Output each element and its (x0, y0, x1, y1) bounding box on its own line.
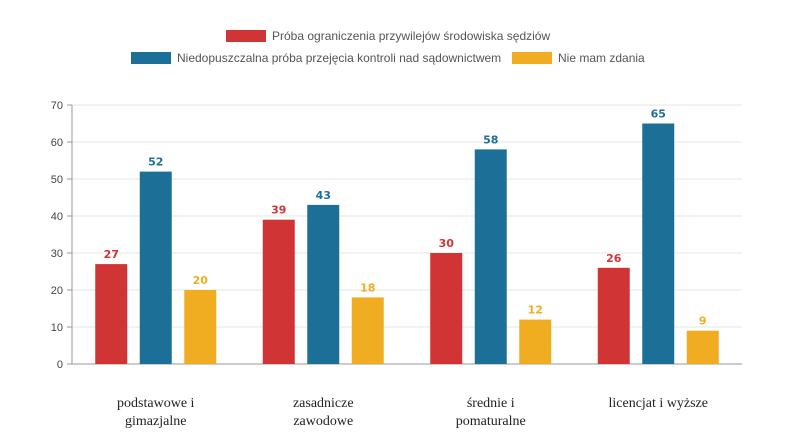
legend-item-series-2[interactable]: Niedopuszczalna próba przejęcia kontroli… (131, 51, 501, 65)
bar[interactable] (474, 149, 507, 364)
bar-value-label: 12 (528, 304, 543, 317)
bar-value-label: 9 (699, 315, 707, 328)
bar-value-label: 18 (360, 281, 375, 294)
legend-label-series-2: Niedopuszczalna próba przejęcia kontroli… (177, 51, 501, 65)
bar[interactable] (642, 123, 675, 365)
chart-legend: Próba ograniczenia przywilejów środowisk… (131, 29, 645, 65)
bar-value-label: 52 (148, 156, 163, 169)
bar-value-label: 26 (606, 252, 622, 265)
x-category-label: gimazjalne (125, 414, 186, 429)
x-category-label: podstawowe i (117, 396, 194, 411)
legend-swatch-series-2 (131, 52, 171, 64)
legend-swatch-series-3 (512, 52, 552, 64)
x-category-label: pomaturalne (456, 414, 526, 429)
legend-item-series-1[interactable]: Próba ograniczenia przywilejów środowisk… (226, 29, 550, 43)
bar-value-label: 65 (651, 108, 666, 121)
x-axis: podstawowe i gimazjalne zasadnicze zawodowe… (117, 396, 708, 429)
bar[interactable] (519, 319, 552, 364)
bar[interactable] (95, 264, 128, 364)
x-category-label: średnie i (467, 396, 515, 411)
y-axis: 0 10 20 30 40 50 60 70 (51, 100, 73, 371)
bar-value-label: 30 (439, 237, 455, 250)
x-category-label: zasadnicze (293, 396, 354, 411)
y-tick-label: 40 (51, 211, 63, 223)
legend-item-series-3[interactable]: Nie mam zdania (512, 51, 645, 65)
bar[interactable] (430, 253, 463, 364)
y-tick-label: 0 (57, 359, 63, 371)
bar-value-label: 20 (193, 274, 209, 287)
legend-swatch-series-1 (226, 30, 266, 42)
legend-label-series-1: Próba ograniczenia przywilejów środowisk… (272, 29, 550, 43)
legend-label-series-3: Nie mam zdania (558, 51, 645, 65)
bar-value-label: 58 (483, 133, 498, 146)
x-category-label: zawodowe (293, 414, 353, 429)
bar-value-label: 39 (271, 204, 286, 217)
y-tick-label: 70 (51, 100, 63, 112)
y-tick-label: 30 (51, 248, 63, 260)
grid-lines (72, 104, 742, 365)
bar[interactable] (307, 204, 340, 364)
y-tick-label: 20 (51, 285, 63, 297)
y-tick-label: 50 (51, 174, 63, 186)
bar[interactable] (262, 219, 295, 364)
bar-value-label: 43 (316, 189, 331, 202)
bar-value-label: 27 (104, 248, 119, 261)
y-tick-label: 10 (51, 322, 63, 334)
bar[interactable] (184, 290, 217, 364)
bar[interactable] (597, 267, 630, 364)
bars (95, 123, 719, 365)
bar[interactable] (139, 171, 172, 364)
bar[interactable] (351, 297, 384, 364)
y-tick-label: 60 (51, 137, 63, 149)
bar[interactable] (686, 330, 719, 364)
x-category-label: licencjat i wyższe (608, 396, 708, 411)
value-labels: 27 52 20 39 43 18 30 58 12 26 65 9 (104, 108, 707, 328)
